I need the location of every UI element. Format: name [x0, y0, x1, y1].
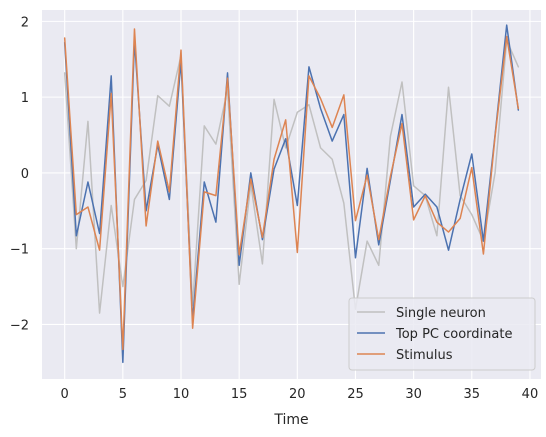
- x-tick-label: 25: [347, 387, 364, 402]
- x-axis-label: Time: [273, 412, 308, 428]
- x-tick-label: 15: [231, 387, 248, 402]
- legend: Single neuron Top PC coordinate Stimulus: [348, 297, 536, 371]
- y-tick-labels: −2 −1 0 1 2: [10, 15, 29, 333]
- x-tick-label: 10: [173, 387, 190, 402]
- x-tick-label: 40: [522, 387, 539, 402]
- x-tick-label: 35: [464, 387, 481, 402]
- x-tick-label: 20: [289, 387, 306, 402]
- y-tick-label: −1: [10, 243, 29, 258]
- y-tick-label: 1: [21, 91, 29, 106]
- x-tick-label: 0: [61, 387, 69, 402]
- legend-label: Stimulus: [396, 348, 453, 363]
- series-line-2: [63, 28, 520, 351]
- x-tick-label: 30: [405, 387, 422, 402]
- legend-label: Single neuron: [396, 306, 486, 321]
- series-line-0: [63, 39, 520, 314]
- y-tick-label: 0: [21, 167, 29, 182]
- legend-label: Top PC coordinate: [395, 327, 512, 342]
- series-lines: [63, 24, 520, 364]
- x-tick-label: 5: [119, 387, 127, 402]
- legend-box: [348, 297, 536, 371]
- y-tick-label: −2: [10, 318, 29, 333]
- y-tick-label: 2: [21, 15, 29, 30]
- x-tick-labels: 0 5 10 15 20 25 30 35 40: [61, 387, 539, 402]
